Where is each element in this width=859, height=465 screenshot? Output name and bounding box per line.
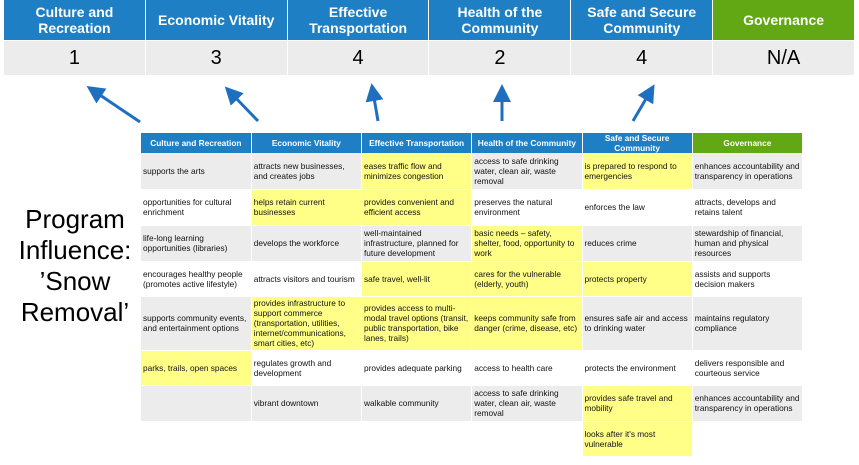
table-row: life-long learning opportunities (librar… xyxy=(141,225,804,262)
table-cell: looks after it's most vulnerable xyxy=(582,421,693,457)
arrow-icon xyxy=(86,85,141,124)
table-cell: preserves the natural environment xyxy=(471,189,583,226)
table-cell: eases traffic flow and minimizes congest… xyxy=(361,153,473,190)
table-header: Economic Vitality xyxy=(251,133,363,153)
table-cell xyxy=(361,421,473,457)
table-cell: walkable community xyxy=(361,385,473,422)
category-score: 4 xyxy=(571,40,714,75)
table-cell: access to safe drinking water, clean air… xyxy=(471,153,583,190)
table-header: Safe and Secure Community xyxy=(582,133,693,153)
table-cell: attracts, develops and retains talent xyxy=(692,189,804,226)
category-score: N/A xyxy=(713,40,855,75)
category-header: Governance xyxy=(713,0,855,40)
table-header: Health of the Community xyxy=(471,133,583,153)
table-cell: delivers responsible and courteous servi… xyxy=(692,350,804,386)
table-cell: opportunities for cultural enrichment xyxy=(141,189,252,226)
table-cell: is prepared to respond to emergencies xyxy=(582,153,693,190)
table-cell: develops the workforce xyxy=(251,225,363,262)
program-influence-label: Program Influence: ’Snow Removal’ xyxy=(18,204,132,327)
table-cell: access to health care xyxy=(471,350,583,386)
table-cell: provides infrastructure to support comme… xyxy=(251,296,363,351)
category-header: Culture and Recreation xyxy=(4,0,146,40)
table-cell xyxy=(141,385,252,422)
table-cell: enhances accountability and transparency… xyxy=(692,385,804,422)
table-row: parks, trails, open spaces regulates grow… xyxy=(141,350,804,386)
category-header: Safe and Secure Community xyxy=(571,0,714,40)
table-cell xyxy=(141,421,252,457)
category-score: 1 xyxy=(4,40,146,75)
table-cell: ensures safe air and access to drinking … xyxy=(582,296,693,351)
table-cell: helps retain current businesses xyxy=(251,189,363,226)
table-cell: attracts new businesses, and creates job… xyxy=(251,153,363,190)
table-cell: well-maintained infrastructure, planned … xyxy=(361,225,473,262)
table-cell: assists and supports decision makers xyxy=(692,261,804,297)
table-header: Effective Transportation xyxy=(361,133,473,153)
table-cell: vibrant downtown xyxy=(251,385,363,422)
table-cell xyxy=(692,421,804,457)
table-cell: encourages healthy people (promotes acti… xyxy=(141,261,252,297)
arrow-icon xyxy=(365,83,384,122)
table-cell: safe travel, well-lit xyxy=(361,261,473,297)
category-header: Economic Vitality xyxy=(145,0,288,40)
influence-table: Culture and Recreation Economic Vitality E… xyxy=(141,133,804,457)
table-cell: basic needs – safety, shelter, food, opp… xyxy=(471,225,583,262)
table-cell: enhances accountability and transparency… xyxy=(692,153,804,190)
table-row: supports the arts attracts new businesses… xyxy=(141,153,804,190)
table-cell: regulates growth and development xyxy=(251,350,363,386)
table-cell: parks, trails, open spaces xyxy=(141,350,252,386)
arrow-icon xyxy=(224,86,260,123)
table-cell: protects property xyxy=(582,261,693,297)
table-cell: provides access to multi-modal travel op… xyxy=(361,296,473,351)
table-cell: stewardship of financial, human and phys… xyxy=(692,225,804,262)
category-score: 3 xyxy=(145,40,288,75)
category-header: Health of the Community xyxy=(429,0,572,40)
table-cell: reduces crime xyxy=(582,225,693,262)
table-cell: enforces the law xyxy=(582,189,693,226)
table-cell xyxy=(471,421,583,457)
table-cell: life-long learning opportunities (librar… xyxy=(141,225,252,262)
table-row: looks after it's most vulnerable xyxy=(141,421,804,457)
table-row: vibrant downtown walkable community access… xyxy=(141,385,804,422)
table-cell xyxy=(251,421,363,457)
category-score: 4 xyxy=(287,40,430,75)
table-cell: maintains regulatory compliance xyxy=(692,296,804,351)
table-cell: access to safe drinking water, clean air… xyxy=(471,385,583,422)
table-cell: supports community events, and entertain… xyxy=(141,296,252,351)
table-cell: provides adequate parking xyxy=(361,350,473,386)
category-score: 2 xyxy=(429,40,572,75)
table-cell: attracts visitors and tourism xyxy=(251,261,363,297)
table-cell: supports the arts xyxy=(141,153,252,190)
table-header: Culture and Recreation xyxy=(141,133,252,153)
table-cell: protects the environment xyxy=(582,350,693,386)
table-header: Governance xyxy=(692,133,804,153)
arrow-icon xyxy=(631,84,655,122)
score-header: Culture and Recreation Economic Vitality E… xyxy=(4,0,855,75)
category-header: Effective Transportation xyxy=(287,0,430,40)
table-cell: keeps community safe from danger (crime,… xyxy=(471,296,583,351)
table-row: supports community events, and entertain… xyxy=(141,296,804,351)
table-row: opportunities for cultural enrichment hel… xyxy=(141,189,804,226)
table-cell: provides safe travel and mobility xyxy=(582,385,693,422)
table-cell: cares for the vulnerable (elderly, youth… xyxy=(471,261,583,297)
table-row: encourages healthy people (promotes acti… xyxy=(141,261,804,297)
table-cell: provides convenient and efficient access xyxy=(361,189,473,226)
